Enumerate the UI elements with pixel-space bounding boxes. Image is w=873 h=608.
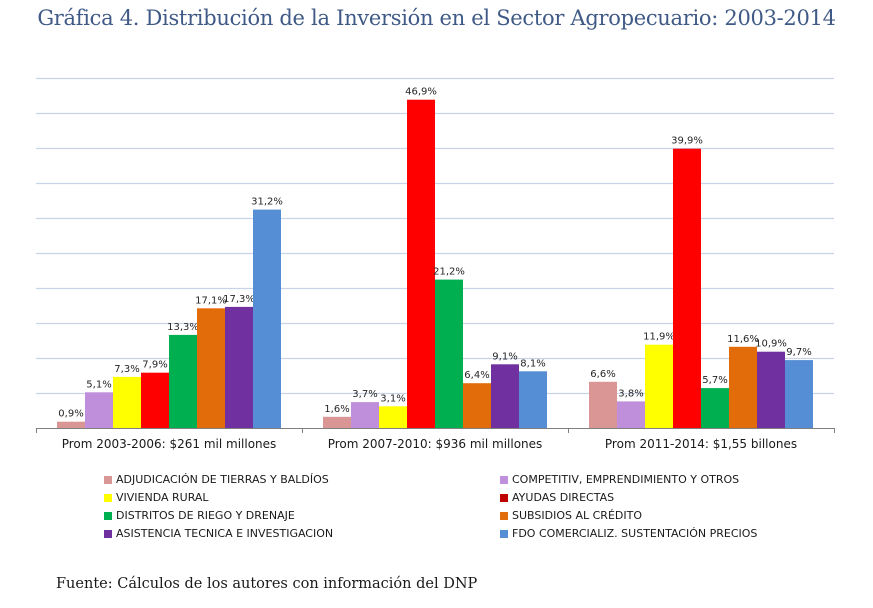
bar: [85, 392, 113, 428]
bar: [757, 351, 785, 428]
bar: [253, 209, 281, 428]
data-label: 3,7%: [352, 389, 377, 400]
data-label: 0,9%: [58, 409, 83, 420]
bar: [197, 308, 225, 428]
legend-swatch: [104, 493, 112, 502]
data-label: 1,6%: [324, 404, 349, 415]
legend-item: ASISTENCIA TECNICA E INVESTIGACION: [104, 527, 333, 540]
legend-label: SUBSIDIOS AL CRÉDITO: [512, 509, 642, 522]
legend-item: VIVIENDA RURAL: [104, 491, 209, 504]
bar: [645, 344, 673, 428]
legend-label: COMPETITIV, EMPRENDIMIENTO Y OTROS: [512, 473, 740, 486]
data-label: 3,8%: [618, 388, 643, 399]
data-label: 5,1%: [86, 379, 111, 390]
bar: [729, 346, 757, 428]
data-label: 5,7%: [702, 375, 727, 386]
source-note: Fuente: Cálculos de los autores con info…: [56, 576, 478, 592]
legend-label: VIVIENDA RURAL: [116, 491, 209, 504]
data-label: 11,6%: [727, 334, 759, 345]
legend-swatch: [104, 511, 112, 520]
legend-label: ASISTENCIA TECNICA E INVESTIGACION: [116, 527, 334, 540]
bar: [463, 383, 491, 428]
data-label: 8,1%: [520, 358, 545, 369]
chart-title: Gráfica 4. Distribución de la Inversión …: [37, 6, 836, 30]
bar: [435, 279, 463, 428]
legend-item: SUBSIDIOS AL CRÉDITO: [500, 509, 642, 522]
legend-swatch: [500, 511, 508, 520]
data-label: 6,6%: [590, 369, 615, 380]
legend-item: AYUDAS DIRECTAS: [500, 491, 614, 504]
legend-item: FDO COMERCIALIZ. SUSTENTACIÓN PRECIOS: [500, 527, 757, 540]
data-label: 17,3%: [223, 294, 255, 305]
data-label: 39,9%: [671, 136, 703, 147]
data-label: 17,1%: [195, 295, 227, 306]
data-label: 10,9%: [755, 339, 787, 350]
legend-swatch: [500, 529, 508, 538]
legend-swatch: [104, 475, 112, 484]
bar: [617, 401, 645, 428]
legend-label: ADJUDICACIÓN DE TIERRAS Y BALDÍOS: [116, 473, 329, 486]
data-label: 9,1%: [492, 351, 517, 362]
data-label: 7,3%: [114, 364, 139, 375]
bar: [673, 148, 701, 428]
bar: [113, 376, 141, 428]
bar: [589, 381, 617, 428]
bar: [225, 306, 253, 428]
data-label: 13,3%: [167, 322, 199, 333]
data-label: 11,9%: [643, 332, 675, 343]
bar-chart: 0,9% 5,1%7,3% 7,9% 13,3% 17,1%17,3% 31,2% Prom…: [36, 77, 835, 451]
data-label: 6,4%: [464, 370, 489, 381]
x-tick-label: Prom 2003-2006: $261 mil millones: [62, 437, 277, 451]
data-label: 3,1%: [380, 393, 405, 404]
bar: [141, 372, 169, 428]
data-label: 9,7%: [786, 347, 811, 358]
bar: [491, 364, 519, 428]
legend-label: FDO COMERCIALIZ. SUSTENTACIÓN PRECIOS: [512, 527, 758, 540]
bar: [407, 99, 435, 428]
legend-swatch: [500, 493, 508, 502]
legend-label: AYUDAS DIRECTAS: [512, 491, 615, 504]
bar: [701, 388, 729, 428]
legend-item: DISTRITOS DE RIEGO Y DRENAJE: [104, 509, 295, 522]
bar: [351, 402, 379, 428]
bar: [379, 406, 407, 428]
legend-label: DISTRITOS DE RIEGO Y DRENAJE: [116, 509, 295, 522]
legend-item: ADJUDICACIÓN DE TIERRAS Y BALDÍOS: [104, 473, 329, 486]
legend-swatch: [104, 529, 112, 538]
legend-item: COMPETITIV, EMPRENDIMIENTO Y OTROS: [500, 473, 739, 486]
data-label: 7,9%: [142, 360, 167, 371]
bar: [169, 334, 197, 428]
x-tick-label: Prom 2007-2010: $936 mil millones: [328, 437, 543, 451]
legend-swatch: [500, 475, 508, 484]
bar: [57, 421, 85, 428]
data-label: 31,2%: [251, 197, 283, 208]
bar: [519, 371, 547, 428]
x-tick-label: Prom 2011-2014: $1,55 billones: [605, 437, 797, 451]
bar: [323, 416, 351, 428]
data-label: 21,2%: [433, 267, 465, 278]
data-label: 46,9%: [405, 87, 437, 98]
bar: [785, 360, 813, 428]
